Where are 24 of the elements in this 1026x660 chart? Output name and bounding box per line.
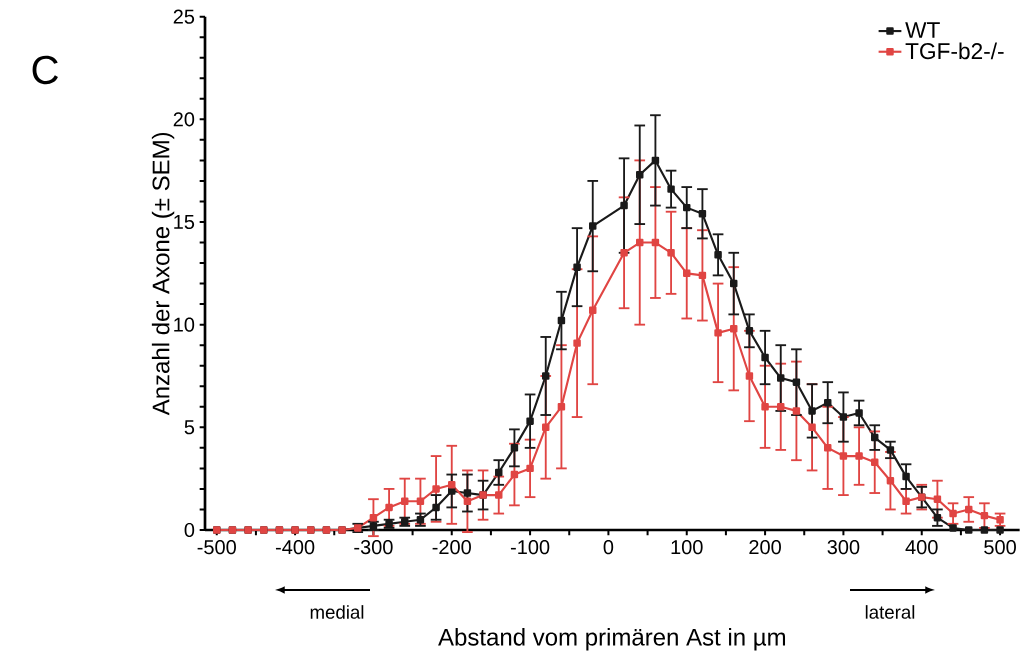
x-tick-label: 200: [749, 540, 781, 555]
x-axis-title: Abstand vom primären Ast in µm: [438, 628, 786, 651]
y-axis-title: Anzahl der Axone (± SEM): [151, 132, 175, 416]
y-tick-label: 25: [173, 9, 195, 24]
x-tick-label: -200: [432, 540, 471, 555]
x-tick-label: -100: [510, 540, 550, 555]
text: C: [32, 55, 58, 85]
x-tick-label: -400: [275, 540, 315, 555]
y-tick-label: 10: [174, 317, 195, 332]
x-tick-label: 300: [827, 540, 860, 555]
x-tick-label: -300: [354, 540, 393, 555]
y-tick-label: 15: [174, 215, 195, 229]
legend-label: WT: [905, 22, 940, 38]
x-tick-label: 500: [984, 540, 1016, 555]
y-tick-label: 20: [173, 112, 195, 127]
x-tick-label: 100: [671, 540, 703, 555]
x-tick-label: 0: [603, 540, 614, 555]
text: lateral: [865, 605, 915, 619]
x-tick-label: 400: [905, 540, 938, 555]
text: medial: [310, 605, 364, 619]
y-tick-label: 5: [184, 420, 195, 435]
legend-label: TGF-b2-/-: [905, 42, 1004, 60]
y-tick-label: 0: [184, 522, 195, 538]
x-tick-label: -500: [197, 540, 236, 555]
